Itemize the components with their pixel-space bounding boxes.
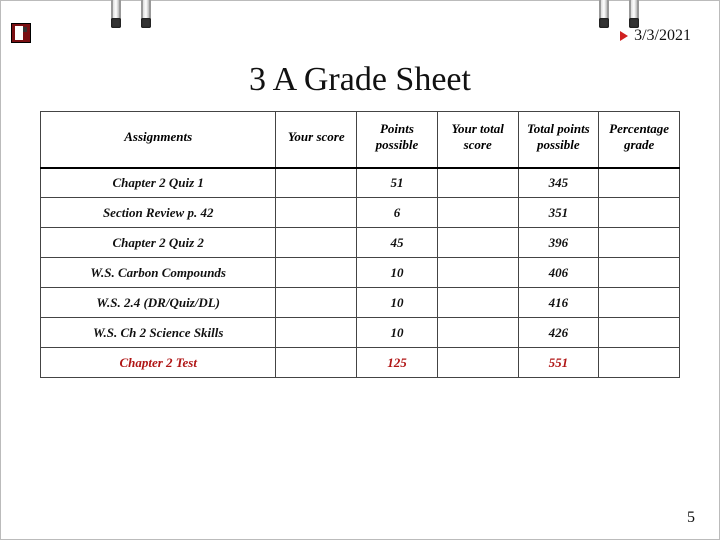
cell-your-total bbox=[437, 288, 518, 318]
cell-total-possible: 351 bbox=[518, 198, 599, 228]
table-row: W.S. Ch 2 Science Skills 10 426 bbox=[41, 318, 680, 348]
cell-points-possible: 125 bbox=[357, 348, 438, 378]
col-points-possible: Points possible bbox=[357, 112, 438, 168]
grade-table-header-row: Assignments Your score Points possible Y… bbox=[41, 112, 680, 168]
date-area: 3/3/2021 bbox=[620, 27, 691, 45]
cell-points-possible: 45 bbox=[357, 228, 438, 258]
table-row: Chapter 2 Quiz 2 45 396 bbox=[41, 228, 680, 258]
page-number: 5 bbox=[687, 509, 695, 527]
cell-percentage bbox=[599, 228, 680, 258]
cell-assignment: Section Review p. 42 bbox=[41, 198, 276, 228]
corner-logo-icon bbox=[11, 23, 31, 43]
binder-ring-icon bbox=[627, 0, 641, 28]
col-your-total: Your total score bbox=[437, 112, 518, 168]
col-percentage: Percentage grade bbox=[599, 112, 680, 168]
col-assignments: Assignments bbox=[41, 112, 276, 168]
table-row: Chapter 2 Test 125 551 bbox=[41, 348, 680, 378]
table-row: Section Review p. 42 6 351 bbox=[41, 198, 680, 228]
cell-your-total bbox=[437, 318, 518, 348]
cell-total-possible: 345 bbox=[518, 168, 599, 198]
cell-your-total bbox=[437, 258, 518, 288]
cell-percentage bbox=[599, 318, 680, 348]
cell-points-possible: 51 bbox=[357, 168, 438, 198]
cell-assignment: W.S. 2.4 (DR/Quiz/DL) bbox=[41, 288, 276, 318]
page-title: 3 A Grade Sheet bbox=[1, 61, 719, 99]
table-row: W.S. 2.4 (DR/Quiz/DL) 10 416 bbox=[41, 288, 680, 318]
col-your-score: Your score bbox=[276, 112, 357, 168]
cell-total-possible: 426 bbox=[518, 318, 599, 348]
cell-your-score bbox=[276, 258, 357, 288]
cell-points-possible: 10 bbox=[357, 258, 438, 288]
cell-your-total bbox=[437, 228, 518, 258]
date-text: 3/3/2021 bbox=[634, 27, 691, 45]
binder-ring-icon bbox=[109, 0, 123, 28]
cell-percentage bbox=[599, 288, 680, 318]
cell-assignment: W.S. Carbon Compounds bbox=[41, 258, 276, 288]
cell-percentage bbox=[599, 258, 680, 288]
table-row: W.S. Carbon Compounds 10 406 bbox=[41, 258, 680, 288]
col-total-possible: Total points possible bbox=[518, 112, 599, 168]
cell-percentage bbox=[599, 168, 680, 198]
grade-table: Assignments Your score Points possible Y… bbox=[40, 111, 680, 378]
cell-points-possible: 10 bbox=[357, 318, 438, 348]
table-row: Chapter 2 Quiz 1 51 345 bbox=[41, 168, 680, 198]
cell-your-total bbox=[437, 168, 518, 198]
cell-your-score bbox=[276, 318, 357, 348]
cell-percentage bbox=[599, 348, 680, 378]
cell-total-possible: 406 bbox=[518, 258, 599, 288]
cell-your-score bbox=[276, 168, 357, 198]
binder-ring-icon bbox=[597, 0, 611, 28]
cell-your-total bbox=[437, 348, 518, 378]
cell-your-total bbox=[437, 198, 518, 228]
cell-your-score bbox=[276, 198, 357, 228]
cell-total-possible: 416 bbox=[518, 288, 599, 318]
triangle-marker-icon bbox=[620, 31, 628, 41]
cell-assignment: Chapter 2 Quiz 2 bbox=[41, 228, 276, 258]
cell-assignment: W.S. Ch 2 Science Skills bbox=[41, 318, 276, 348]
cell-your-score bbox=[276, 228, 357, 258]
grade-table-body: Chapter 2 Quiz 1 51 345 Section Review p… bbox=[41, 168, 680, 378]
cell-assignment: Chapter 2 Quiz 1 bbox=[41, 168, 276, 198]
cell-total-possible: 551 bbox=[518, 348, 599, 378]
cell-your-score bbox=[276, 348, 357, 378]
cell-points-possible: 10 bbox=[357, 288, 438, 318]
cell-your-score bbox=[276, 288, 357, 318]
cell-points-possible: 6 bbox=[357, 198, 438, 228]
cell-percentage bbox=[599, 198, 680, 228]
cell-assignment: Chapter 2 Test bbox=[41, 348, 276, 378]
binder-ring-icon bbox=[139, 0, 153, 28]
cell-total-possible: 396 bbox=[518, 228, 599, 258]
